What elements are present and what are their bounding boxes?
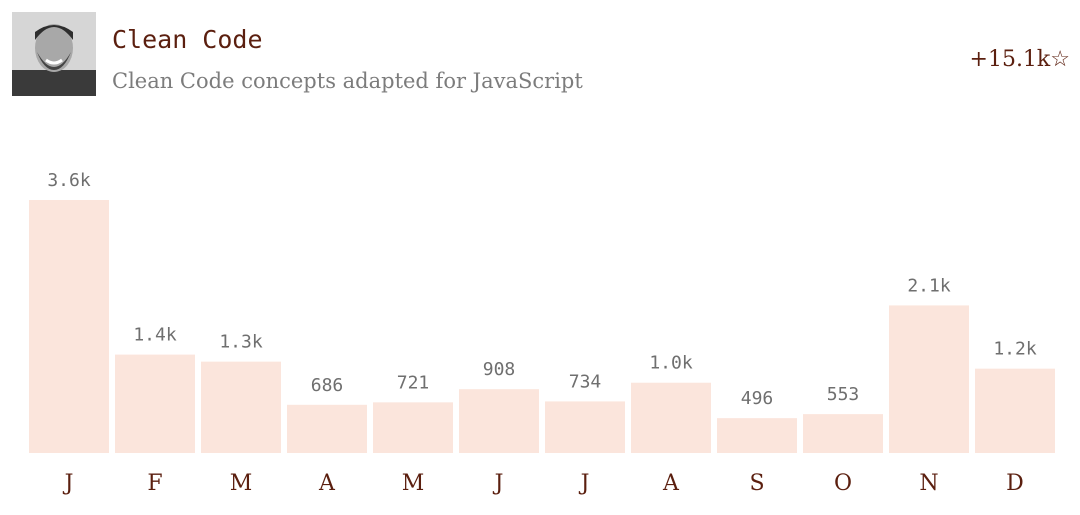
x-tick-label: M: [402, 471, 425, 496]
bar: [459, 389, 539, 453]
x-tick-label: J: [579, 471, 590, 496]
value-label: 1.3k: [219, 332, 263, 353]
value-label: 3.6k: [47, 170, 91, 191]
bar: [545, 401, 625, 453]
x-tick-label: A: [318, 471, 336, 496]
x-tick-label: J: [493, 471, 504, 496]
bar: [889, 305, 969, 453]
value-label: 686: [311, 375, 344, 396]
x-tick-label: O: [834, 471, 852, 496]
x-tick-label: J: [63, 471, 74, 496]
bar: [975, 368, 1055, 453]
value-label: 721: [397, 372, 430, 393]
x-tick-label: A: [662, 471, 680, 496]
repo-subtitle: Clean Code concepts adapted for JavaScri…: [112, 69, 583, 93]
value-label: 2.1k: [907, 275, 951, 296]
value-label: 1.0k: [649, 353, 693, 374]
bar: [115, 354, 195, 453]
avatar: [12, 12, 96, 96]
bar: [287, 404, 367, 453]
value-label: 1.4k: [133, 325, 177, 346]
value-label: 553: [827, 384, 860, 405]
bar: [373, 402, 453, 453]
bar: [803, 414, 883, 453]
x-tick-label: F: [147, 471, 162, 496]
bar: [29, 200, 109, 453]
value-label: 734: [569, 371, 602, 392]
x-tick-label: N: [919, 471, 938, 496]
x-tick-label: D: [1006, 471, 1024, 496]
x-tick-label: S: [749, 471, 764, 496]
value-label: 1.2k: [993, 339, 1037, 360]
star-count: +15.1k☆: [970, 47, 1070, 72]
x-tick-label: M: [230, 471, 253, 496]
value-label: 496: [741, 388, 774, 409]
value-label: 908: [483, 359, 516, 380]
repo-title: Clean Code: [112, 25, 263, 54]
bar: [717, 418, 797, 453]
bar: [631, 382, 711, 453]
bar: [201, 361, 281, 453]
